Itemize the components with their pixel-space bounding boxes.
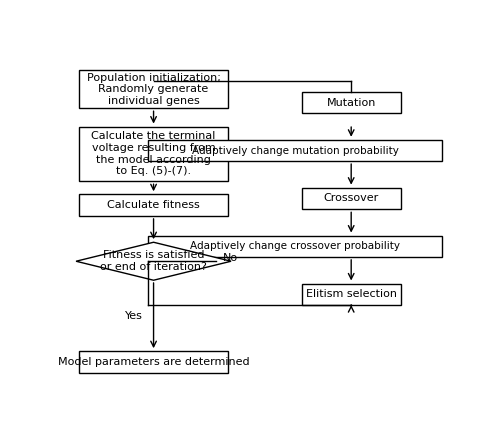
Text: Population initialization;
Randomly generate
individual genes: Population initialization; Randomly gene… bbox=[86, 73, 220, 106]
Text: Mutation: Mutation bbox=[326, 98, 376, 108]
Text: Fitness is satisfied
or end of iteration?: Fitness is satisfied or end of iteration… bbox=[100, 251, 207, 272]
FancyBboxPatch shape bbox=[148, 140, 442, 161]
FancyBboxPatch shape bbox=[79, 127, 228, 181]
FancyBboxPatch shape bbox=[79, 351, 228, 373]
FancyBboxPatch shape bbox=[148, 236, 442, 257]
Text: No: No bbox=[224, 253, 238, 263]
FancyBboxPatch shape bbox=[302, 284, 400, 305]
Text: Adaptively change crossover probability: Adaptively change crossover probability bbox=[190, 242, 400, 251]
Text: Calculate the terminal
voltage resulting from
the model according
to Eq. (5)-(7): Calculate the terminal voltage resulting… bbox=[92, 131, 216, 176]
Text: Elitism selection: Elitism selection bbox=[306, 289, 396, 299]
Text: Adaptively change mutation probability: Adaptively change mutation probability bbox=[192, 145, 398, 156]
Polygon shape bbox=[76, 242, 231, 280]
FancyBboxPatch shape bbox=[302, 188, 400, 209]
FancyBboxPatch shape bbox=[79, 194, 228, 216]
Text: Model parameters are determined: Model parameters are determined bbox=[58, 357, 250, 367]
FancyBboxPatch shape bbox=[79, 70, 228, 109]
Text: Crossover: Crossover bbox=[324, 193, 379, 203]
Text: Yes: Yes bbox=[125, 311, 143, 321]
Text: Calculate fitness: Calculate fitness bbox=[107, 200, 200, 210]
FancyBboxPatch shape bbox=[302, 92, 400, 113]
